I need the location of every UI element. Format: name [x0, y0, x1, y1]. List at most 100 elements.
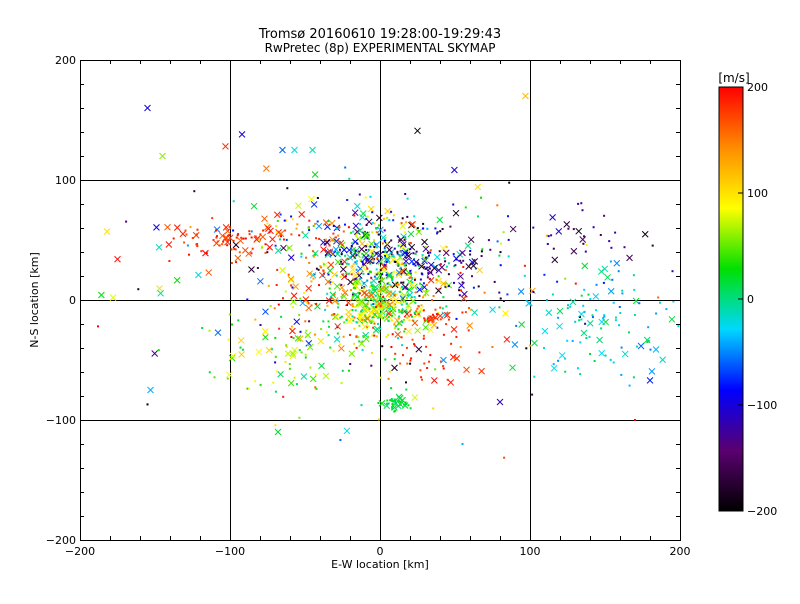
scatter-point	[444, 285, 447, 288]
scatter-point	[414, 264, 417, 267]
scatter-point	[262, 333, 269, 341]
scatter-point	[239, 346, 242, 349]
scatter-point	[567, 304, 569, 307]
scatter-point	[374, 272, 377, 275]
axes: −200−200 −100 −100 0 0 100 100 200 200	[46, 54, 691, 558]
scatter-point	[569, 298, 577, 306]
scatter-point	[277, 370, 284, 378]
scatter-point	[404, 256, 407, 259]
scatter-point	[346, 257, 349, 260]
scatter-point-outlier	[97, 325, 99, 328]
scatter-point	[287, 247, 290, 249]
scatter-point	[556, 322, 563, 330]
scatter-point	[364, 298, 367, 301]
scatter-point	[351, 305, 354, 308]
scatter-point	[442, 365, 445, 368]
scatter-point-outlier	[238, 131, 246, 138]
scatter-point	[391, 403, 394, 405]
scatter-point	[405, 381, 407, 384]
scatter-point	[349, 266, 357, 273]
scatter-point	[399, 222, 407, 230]
scatter-point	[612, 301, 615, 304]
scatter-point	[471, 275, 473, 278]
scatter-point	[346, 264, 349, 267]
scatter-point	[427, 272, 430, 275]
scatter-point	[282, 395, 285, 398]
scatter-point	[370, 284, 373, 287]
scatter-point	[284, 219, 287, 222]
scatter-point	[359, 277, 362, 280]
scatter-point	[397, 328, 400, 331]
scatter-point	[371, 211, 374, 214]
scatter-point	[386, 399, 389, 402]
scatter-point	[371, 221, 374, 224]
scatter-point	[356, 304, 359, 307]
scatter-point	[360, 404, 363, 407]
scatter-point	[400, 222, 403, 225]
scatter-point	[383, 257, 391, 265]
scatter-point	[234, 248, 237, 251]
scatter-point	[295, 202, 302, 210]
scatter-point	[208, 329, 211, 332]
scatter-point	[331, 281, 334, 284]
scatter-point	[401, 344, 404, 347]
scatter-point	[564, 357, 567, 360]
scatter-point	[618, 306, 621, 308]
scatter-point	[327, 320, 330, 323]
scatter-point	[602, 281, 605, 284]
scatter-point	[392, 255, 395, 258]
scatter-point	[574, 320, 577, 323]
scatter-point	[468, 307, 470, 310]
colorbar-tick-label: 200	[747, 81, 768, 94]
scatter-point	[411, 394, 419, 401]
colorbar-tick-label: 100	[747, 187, 768, 200]
scatter-point	[391, 277, 394, 280]
scatter-point	[371, 334, 374, 337]
scatter-point	[268, 231, 271, 234]
scatter-point	[409, 220, 416, 228]
scatter-point	[439, 318, 442, 321]
scatter-point	[436, 216, 444, 224]
scatter-point-outlier	[671, 270, 674, 273]
scatter-point	[398, 315, 401, 318]
grid-lines	[80, 60, 680, 540]
scatter-point	[415, 310, 418, 313]
scatter-point	[580, 202, 583, 205]
scatter-point	[543, 347, 545, 349]
scatter-point	[372, 261, 375, 264]
scatter-point	[358, 324, 361, 327]
scatter-point	[390, 239, 393, 242]
scatter-point	[385, 260, 388, 263]
scatter-point	[308, 244, 311, 247]
scatter-point	[372, 283, 379, 291]
scatter-point	[397, 309, 400, 312]
scatter-point	[381, 345, 384, 348]
scatter-point	[364, 296, 367, 299]
scatter-point	[275, 284, 278, 286]
scatter-point	[447, 273, 450, 276]
scatter-point	[370, 322, 373, 324]
scatter-point	[578, 316, 581, 318]
scatter-point	[262, 308, 269, 316]
scatter-point	[353, 286, 355, 289]
scatter-point	[173, 276, 181, 284]
scatter-point	[452, 209, 460, 217]
scatter-point	[453, 255, 460, 262]
scatter-point	[218, 244, 221, 247]
scatter-point	[315, 222, 323, 230]
scatter-point	[415, 345, 423, 353]
scatter-point	[274, 424, 277, 427]
scatter-point	[291, 346, 298, 354]
scatter-point	[373, 246, 376, 248]
scatter-point	[345, 258, 348, 261]
scatter-point	[331, 297, 339, 305]
scatter-point	[427, 251, 429, 254]
scatter-point	[208, 371, 211, 374]
scatter-point	[408, 310, 411, 313]
scatter-point	[354, 233, 357, 236]
scatter-point	[299, 330, 302, 333]
scatter-point	[270, 348, 273, 351]
scatter-point	[298, 416, 301, 419]
scatter-point	[496, 240, 499, 243]
scatter-point	[499, 264, 502, 267]
